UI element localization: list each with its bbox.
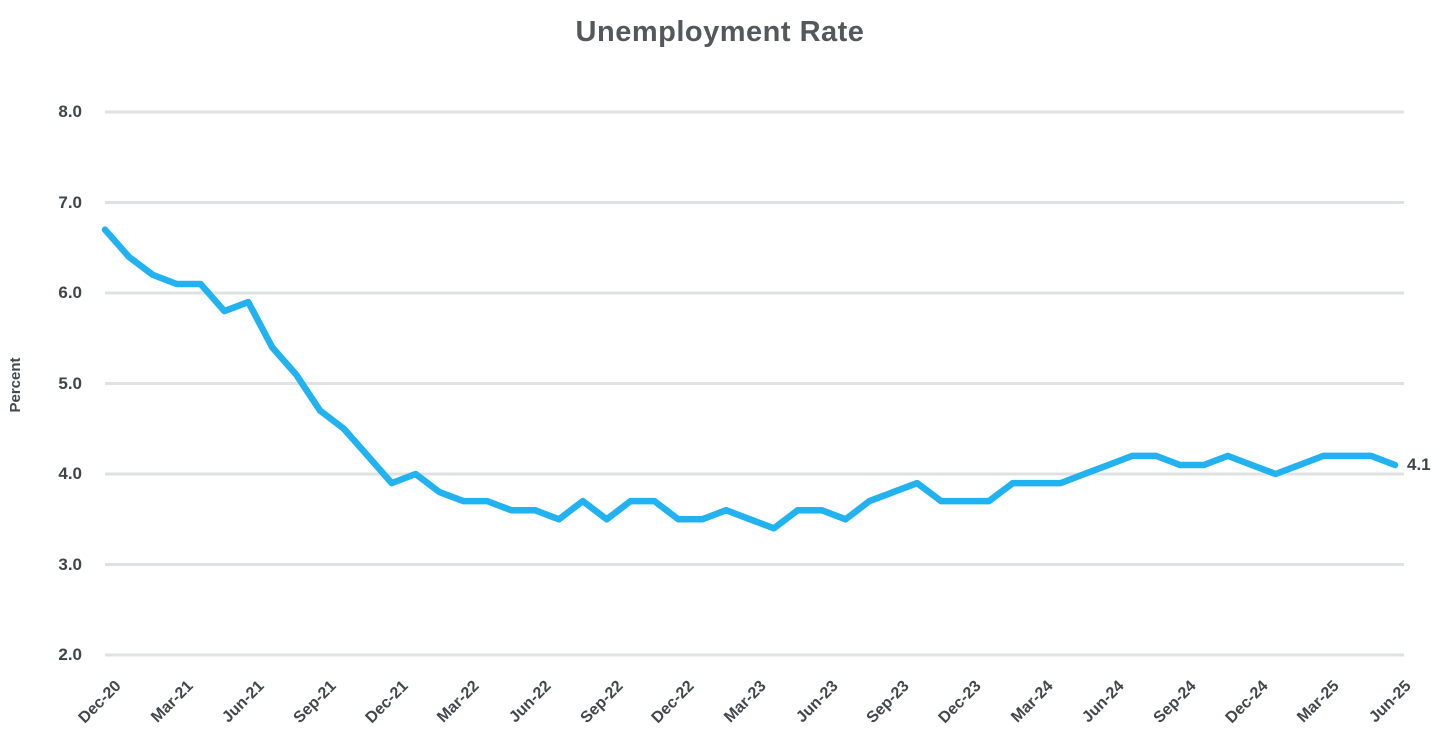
y-tick-label: 7.0 [58, 192, 82, 212]
chart-title: Unemployment Rate [575, 16, 865, 48]
y-tick-label: 5.0 [58, 373, 82, 393]
y-tick-label: 4.0 [58, 464, 82, 483]
last-value-label: 4.1 [1407, 454, 1431, 474]
gridlines [105, 110, 1404, 657]
y-tick-label: 6.0 [58, 283, 82, 302]
y-tick-label: 2.0 [58, 645, 82, 664]
y-tick-label: 3.0 [58, 554, 82, 574]
y-tick-label: 8.0 [58, 102, 82, 121]
unemployment-series-line [101, 226, 1399, 532]
